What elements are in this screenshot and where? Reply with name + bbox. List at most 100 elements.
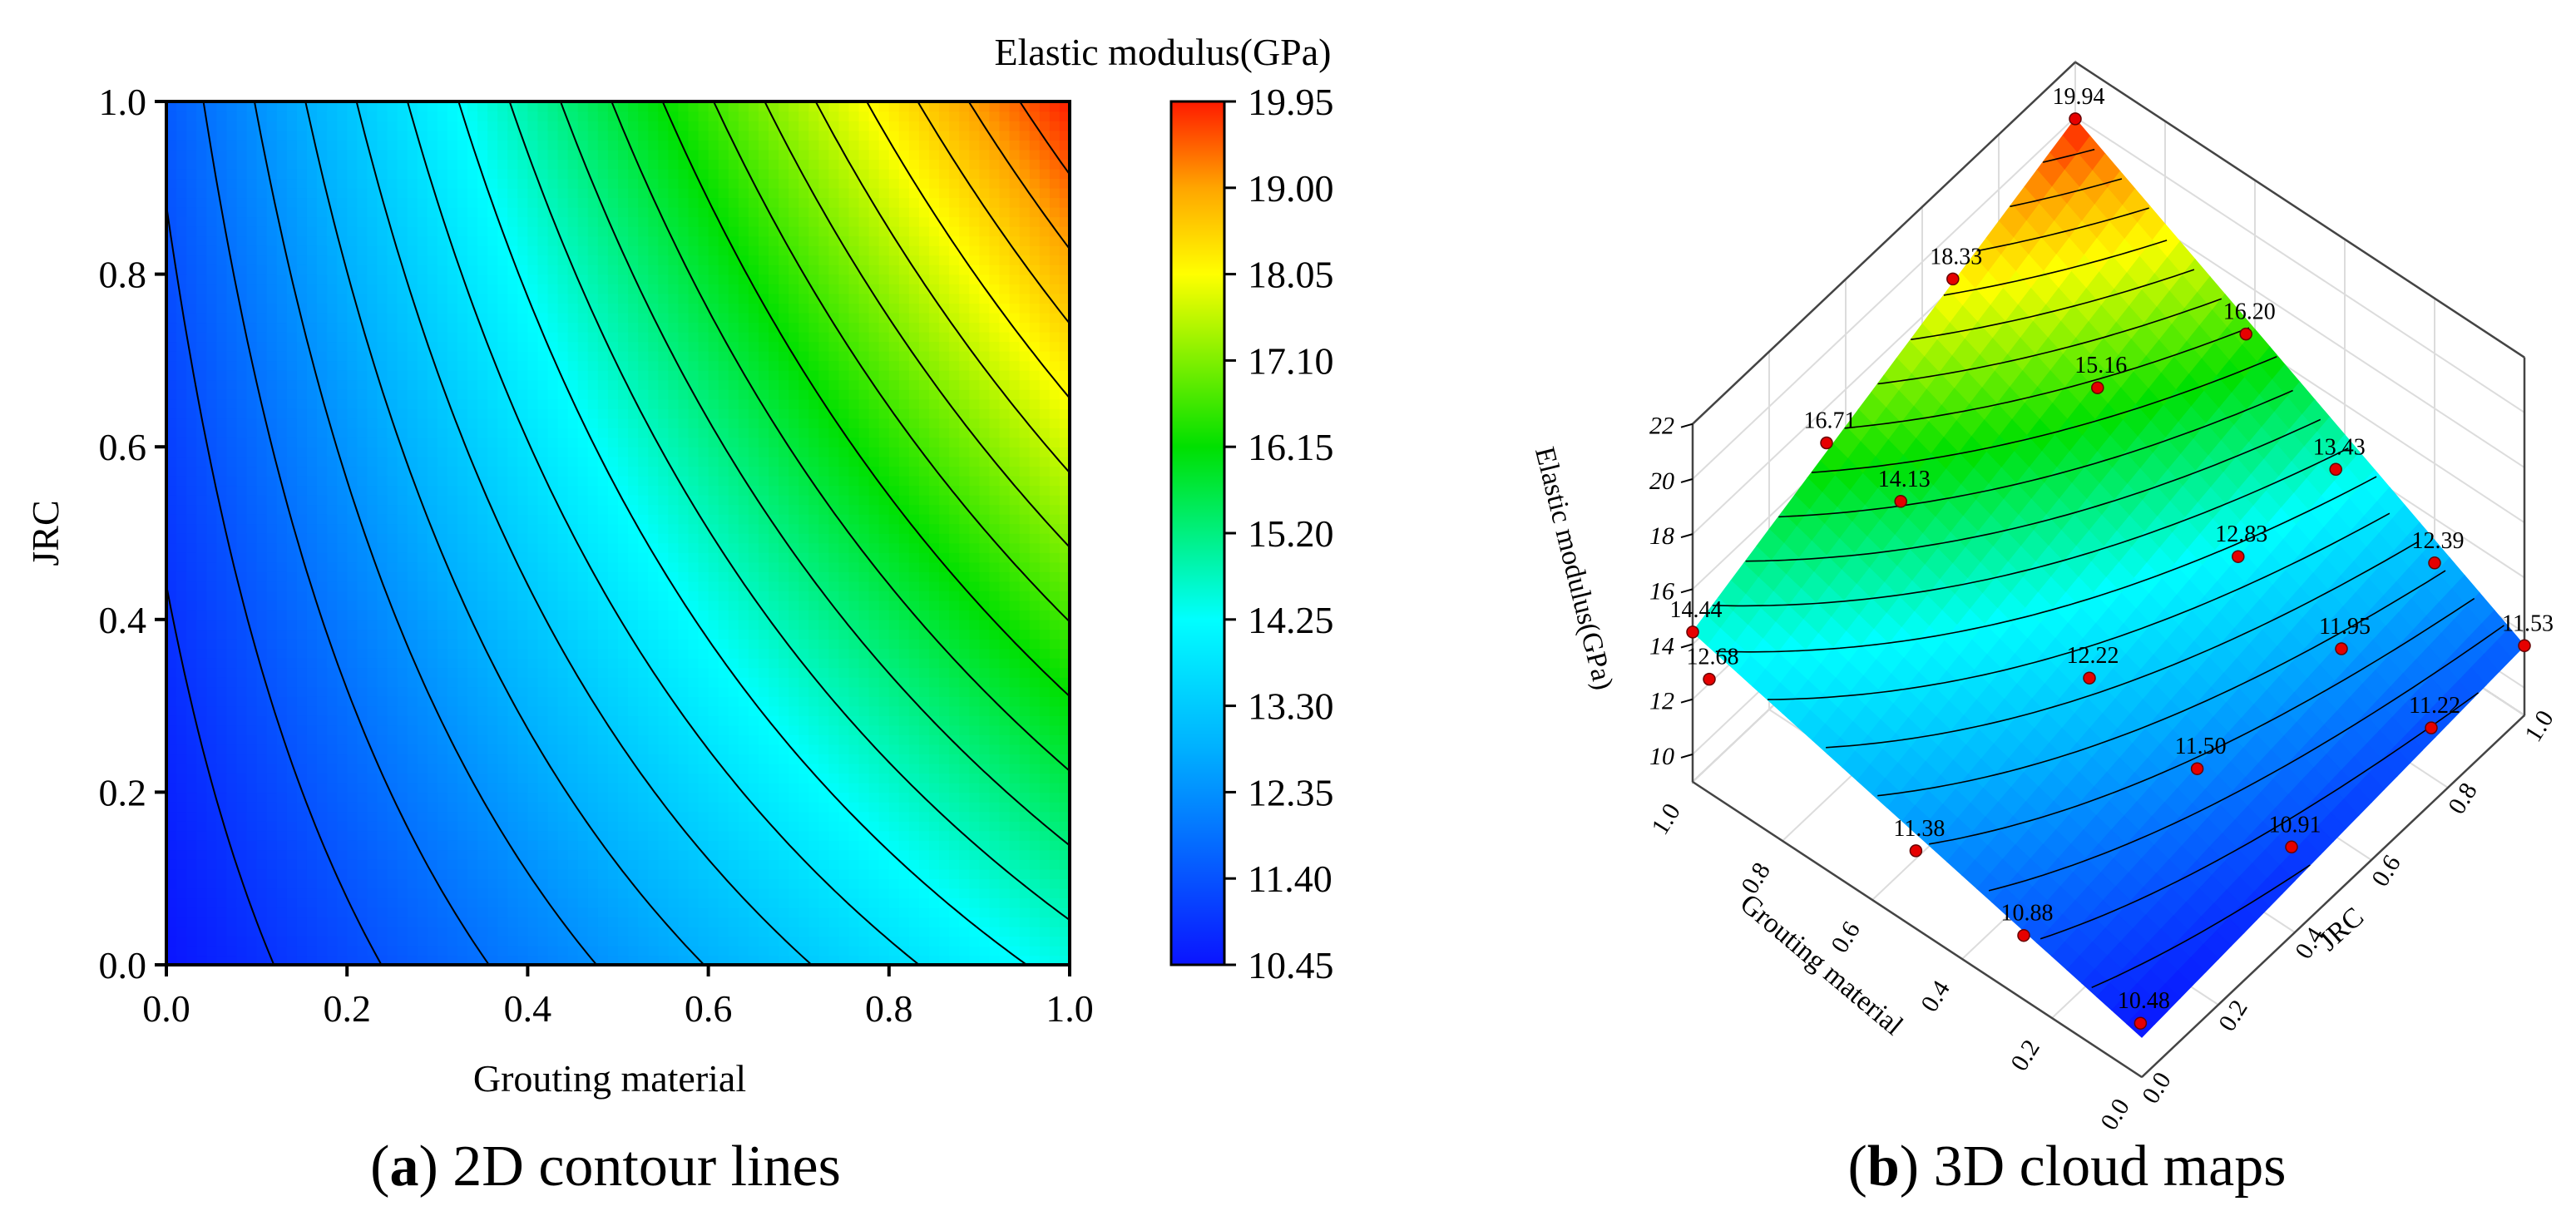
contour-cell (618, 724, 629, 735)
contour-cell (266, 225, 278, 237)
contour-cell (457, 561, 468, 572)
contour-cell (698, 591, 710, 601)
contour-cell (206, 840, 218, 851)
contour-cell (668, 398, 680, 409)
contour-cell (317, 821, 328, 832)
contour-cell (517, 360, 529, 371)
contour-cell (367, 648, 378, 659)
contour-cell (628, 341, 639, 352)
contour-cell (387, 638, 398, 650)
contour-cell (628, 792, 639, 803)
contour-cell (477, 868, 488, 879)
contour-cell (347, 447, 358, 457)
contour-cell (688, 255, 700, 265)
contour-cell (306, 485, 318, 496)
contour-cell (497, 331, 509, 343)
contour-cell (276, 859, 288, 870)
contour-cell (196, 878, 208, 889)
contour-cell (216, 121, 228, 131)
contour-cell (286, 447, 298, 457)
contour-cell (337, 648, 348, 659)
contour-cell (477, 542, 488, 553)
contour-cell (327, 523, 338, 534)
contour-cell (628, 331, 639, 343)
contour-cell (447, 523, 458, 534)
contour-cell (206, 945, 218, 957)
contour-cell (387, 168, 398, 180)
contour-cell (547, 168, 559, 180)
contour-cell (557, 561, 569, 572)
contour-cell (467, 398, 478, 409)
contour-cell (196, 475, 208, 487)
contour-cell (276, 763, 288, 774)
contour-cell (477, 859, 488, 870)
contour-cell (467, 206, 478, 218)
contour-cell (417, 513, 428, 525)
contour-cell (196, 494, 208, 506)
contour-cell (417, 101, 428, 112)
contour-cell (638, 801, 649, 813)
contour-cell (557, 456, 569, 467)
contour-cell (447, 341, 458, 352)
contour-cell (547, 140, 559, 151)
contour-cell (166, 197, 177, 208)
contour-cell (487, 466, 498, 477)
contour-cell (286, 398, 298, 409)
contour-cell (166, 830, 177, 841)
contour-cell (708, 821, 719, 832)
contour-cell (547, 475, 559, 487)
contour-cell (176, 216, 187, 227)
contour-cell (367, 705, 378, 716)
contour-cell (487, 859, 498, 870)
contour-cell (467, 638, 478, 650)
contour-cell (296, 513, 308, 525)
contour-cell (367, 197, 378, 208)
contour-cell (397, 140, 408, 151)
contour-cell (497, 945, 509, 957)
contour-cell (306, 754, 318, 764)
contour-cell (567, 187, 579, 199)
contour-cell (206, 235, 218, 246)
contour-cell (186, 724, 197, 735)
contour-cell (266, 513, 278, 525)
contour-cell (377, 801, 388, 813)
contour-cell (577, 216, 589, 227)
contour-cell (577, 494, 589, 506)
contour-cell (286, 369, 298, 381)
contour-cell (668, 312, 680, 324)
contour-cell (477, 428, 488, 438)
contour-cell (367, 840, 378, 851)
contour-cell (437, 821, 448, 832)
contour-cell (447, 225, 458, 237)
contour-cell (577, 773, 589, 784)
contour-cell (648, 235, 660, 246)
contour-cell (557, 418, 569, 428)
contour-cell (648, 111, 660, 121)
contour-cell (417, 523, 428, 534)
contour-cell (387, 917, 398, 927)
contour-cell (236, 600, 248, 611)
contour-cell (266, 754, 278, 764)
contour-cell (527, 801, 539, 813)
contour-cell (246, 581, 258, 591)
contour-cell (246, 610, 258, 620)
contour-cell (437, 705, 448, 716)
contour-cell (668, 619, 680, 630)
contour-cell (407, 571, 418, 582)
contour-cell (628, 754, 639, 764)
contour-cell (347, 121, 358, 131)
contour-cell (357, 907, 368, 918)
contour-cell (597, 754, 609, 764)
contour-cell (317, 225, 328, 237)
contour-cell (166, 447, 177, 457)
contour-cell (206, 600, 218, 611)
contour-cell (507, 235, 519, 246)
contour-cell (698, 159, 710, 170)
contour-cell (256, 849, 268, 860)
contour-cell (166, 513, 177, 525)
contour-cell (628, 811, 639, 822)
contour-cell (377, 782, 388, 793)
contour-cell (467, 667, 478, 678)
contour-cell (577, 235, 589, 246)
contour-cell (236, 773, 248, 784)
